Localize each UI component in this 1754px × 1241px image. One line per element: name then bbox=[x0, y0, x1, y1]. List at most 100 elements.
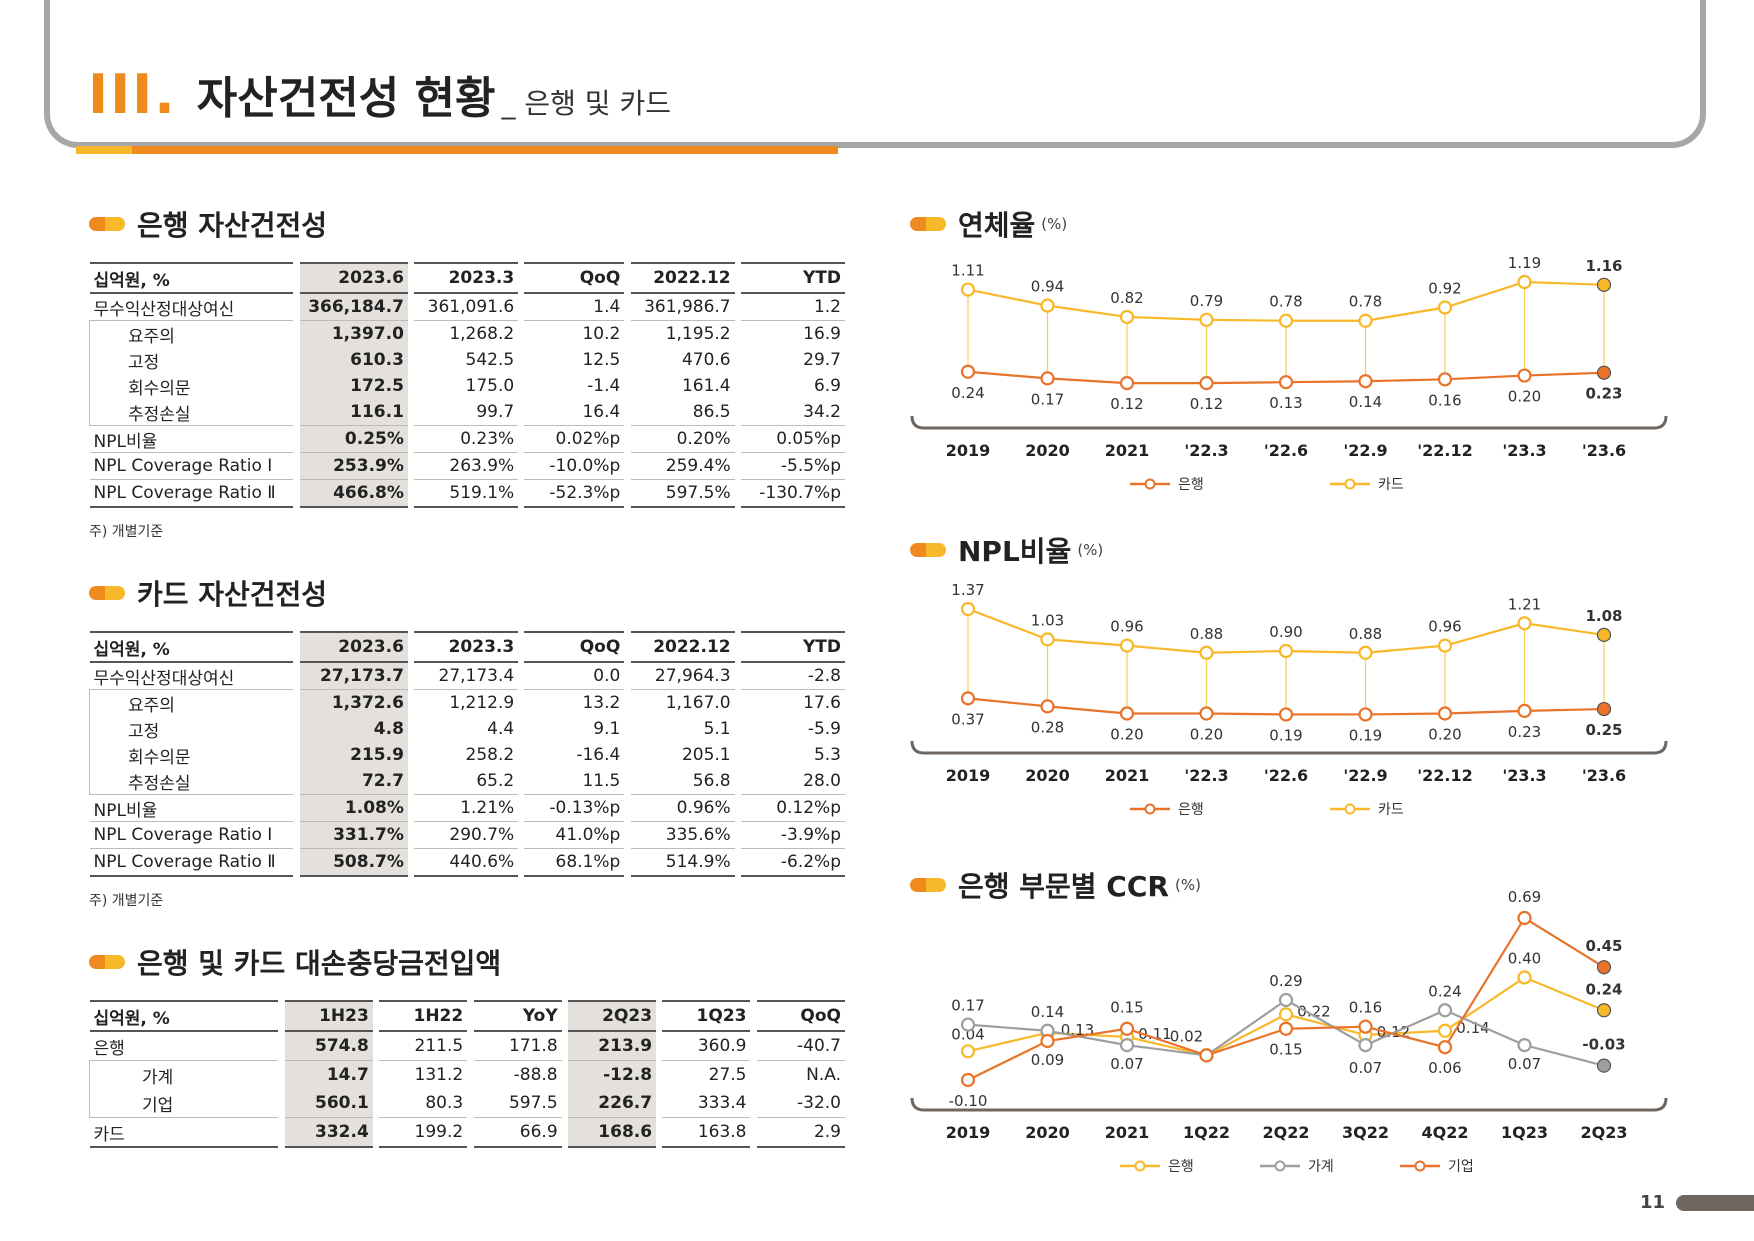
table-cell: 4.8 bbox=[299, 716, 408, 742]
data-point bbox=[1278, 1021, 1294, 1036]
table-cell: 168.6 bbox=[567, 1117, 657, 1148]
x-tick-label: '22.12 bbox=[1417, 766, 1473, 785]
data-label: 0.88 bbox=[1349, 625, 1382, 643]
data-point bbox=[960, 1072, 976, 1088]
legend-label: 은행 bbox=[1178, 802, 1204, 818]
section-pill-icon bbox=[910, 878, 946, 892]
data-label: 0.28 bbox=[1031, 718, 1064, 736]
bank-section-header: 은행 자산건전성 bbox=[89, 204, 327, 244]
table-row: 은행 574.8 211.5 171.8 213.9 360.9 -40.7 bbox=[89, 1031, 845, 1061]
row-label: NPL Coverage Ratio Ⅱ bbox=[89, 848, 294, 877]
data-point bbox=[1040, 371, 1055, 386]
table-cell: 440.6% bbox=[414, 848, 519, 877]
table-cell: 253.9% bbox=[299, 452, 408, 480]
data-label: 0.23 bbox=[1585, 385, 1622, 403]
table-cell: -88.8 bbox=[513, 1065, 558, 1085]
page-title-main: 자산건전성 현황 bbox=[196, 73, 496, 124]
data-point bbox=[1119, 309, 1135, 325]
row-label: NPL Coverage Ratio Ⅰ bbox=[89, 821, 294, 849]
table-cell: 1,212.9 bbox=[449, 693, 515, 713]
data-point bbox=[1517, 1038, 1532, 1053]
row-label: 요주의 bbox=[89, 689, 294, 716]
table-header-row: 십억원, % 2023.6 2023.3 QoQ 2022.12 YTD bbox=[89, 631, 845, 663]
table-cell: 361,091.6 bbox=[414, 293, 519, 321]
table-row: 무수익산정대상여신 366,184.7 361,091.6 1.4 361,986.7 1… bbox=[89, 293, 845, 321]
data-label: 0.13 bbox=[1269, 394, 1302, 412]
x-axis-bracket bbox=[910, 740, 1668, 755]
legend-label: 은행 bbox=[1168, 1159, 1194, 1175]
legend-marker bbox=[1144, 478, 1156, 490]
row-label: 가계 bbox=[89, 1060, 279, 1089]
data-point bbox=[1278, 643, 1294, 659]
data-point bbox=[1596, 960, 1612, 975]
table-cell: N.A. bbox=[806, 1065, 841, 1085]
data-label: 0.78 bbox=[1269, 293, 1302, 311]
table-cell: 0.96% bbox=[630, 794, 735, 822]
data-label: 0.07 bbox=[1349, 1059, 1382, 1077]
table-cell: 205.1 bbox=[681, 745, 731, 765]
table-cell: 27,173.7 bbox=[299, 662, 408, 690]
table-cell: 610.3 bbox=[299, 347, 408, 373]
data-label: 0.78 bbox=[1349, 293, 1382, 311]
data-label: 0.11 bbox=[1138, 1025, 1171, 1043]
column-header: 2Q23 bbox=[567, 1000, 657, 1032]
table-cell: 27.5 bbox=[708, 1065, 747, 1085]
row-label: 추정손실 bbox=[89, 768, 294, 795]
table-cell: 560.1 bbox=[284, 1089, 373, 1118]
data-label: 0.22 bbox=[1297, 1002, 1330, 1020]
row-label: NPL비율 bbox=[89, 425, 294, 453]
data-label: 0.14 bbox=[1031, 1003, 1064, 1021]
page-tab-decoration bbox=[1676, 1195, 1754, 1211]
npl-chart-header: NPL비율 (%) bbox=[910, 530, 1103, 570]
row-label: 회수의문 bbox=[89, 373, 294, 399]
x-tick-label: 2019 bbox=[946, 441, 991, 460]
table-cell: 17.6 bbox=[803, 693, 841, 713]
x-tick-label: 3Q22 bbox=[1342, 1123, 1389, 1142]
data-point bbox=[1199, 376, 1214, 391]
table-row: 고정 4.8 4.4 9.1 5.1 -5.9 bbox=[89, 716, 846, 742]
x-tick-label: '22.9 bbox=[1343, 766, 1387, 785]
data-point bbox=[1278, 992, 1294, 1008]
table-cell: 1,268.2 bbox=[449, 324, 515, 344]
data-point bbox=[1358, 313, 1373, 328]
table-cell: 16.4 bbox=[524, 399, 625, 426]
data-label: 0.15 bbox=[1110, 999, 1143, 1017]
x-tick-label: 2019 bbox=[946, 1123, 991, 1142]
column-header: 1H23 bbox=[284, 1000, 373, 1032]
data-point bbox=[1517, 703, 1532, 718]
table-cell: 175.0 bbox=[465, 376, 515, 396]
table-cell: 213.9 bbox=[567, 1031, 657, 1061]
section-pill-icon bbox=[89, 217, 125, 231]
page-title-sub: _ 은행 및 카드 bbox=[501, 87, 671, 120]
table-cell: -52.3%p bbox=[524, 479, 625, 508]
table-header-row: 십억원, % 1H23 1H22 YoY 2Q23 1Q23 QoQ bbox=[89, 1000, 845, 1032]
column-header: 1H22 bbox=[379, 1000, 468, 1032]
delinquency-chart-title: 연체율 bbox=[958, 209, 1036, 242]
page-title: III . 자산건전성 현황 _ 은행 및 카드 bbox=[88, 62, 671, 126]
data-label: -0.03 bbox=[1582, 1036, 1625, 1054]
table-cell: 0.0 bbox=[524, 662, 625, 690]
data-label: 0.23 bbox=[1508, 723, 1541, 741]
table-cell: 290.7% bbox=[414, 821, 519, 849]
data-point bbox=[1437, 1003, 1453, 1018]
row-label: 요주의 bbox=[89, 320, 294, 347]
data-label: 0.17 bbox=[1031, 390, 1064, 408]
data-point bbox=[1199, 645, 1214, 660]
data-point bbox=[1437, 638, 1453, 653]
ccr-chart-title: 은행 부문별 CCR bbox=[958, 870, 1169, 903]
data-label: 0.40 bbox=[1508, 949, 1541, 967]
data-point bbox=[960, 1044, 976, 1059]
delinquency-chart-unit: (%) bbox=[1041, 215, 1068, 233]
legend-label: 은행 bbox=[1178, 477, 1204, 493]
table-cell: 5.3 bbox=[813, 745, 841, 765]
data-point bbox=[1437, 300, 1453, 315]
table-cell: 16.9 bbox=[803, 324, 841, 344]
table-cell: 86.5 bbox=[630, 399, 735, 426]
section-roman-numeral: III bbox=[88, 63, 155, 126]
table-cell: 27,173.4 bbox=[414, 662, 519, 690]
table-cell: 258.2 bbox=[465, 745, 515, 765]
table-cell: 4.4 bbox=[487, 719, 515, 739]
data-point bbox=[1596, 365, 1612, 380]
data-label: 1.21 bbox=[1508, 595, 1541, 613]
data-point bbox=[1596, 1003, 1612, 1018]
